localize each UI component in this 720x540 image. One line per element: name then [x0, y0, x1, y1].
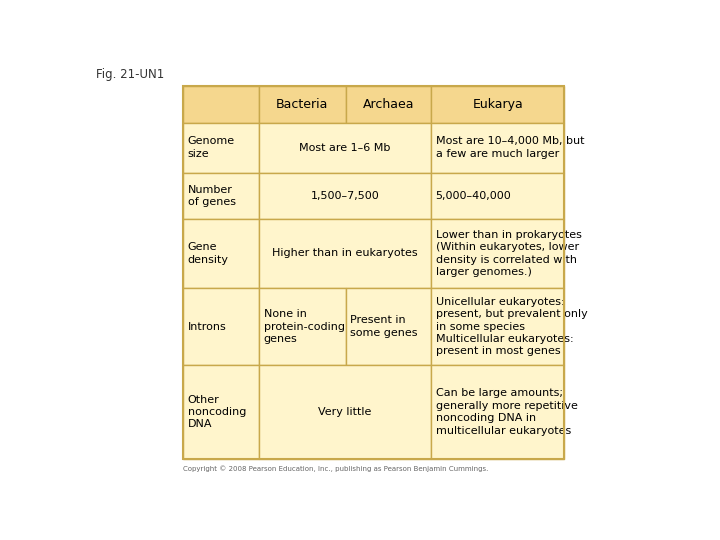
Bar: [183, 219, 259, 288]
Text: Lower than in prokaryotes
(Within eukaryotes, lower
density is correlated with
l: Lower than in prokaryotes (Within eukary…: [436, 230, 582, 277]
Bar: [431, 288, 564, 365]
Bar: [259, 86, 346, 123]
Text: Archaea: Archaea: [363, 98, 414, 111]
Bar: [346, 86, 431, 123]
Bar: [183, 365, 259, 459]
Bar: [431, 365, 564, 459]
Bar: [259, 123, 431, 173]
Text: Number
of genes: Number of genes: [188, 185, 235, 207]
Text: 1,500–7,500: 1,500–7,500: [310, 191, 379, 201]
Bar: [183, 86, 564, 459]
Bar: [183, 288, 259, 365]
Text: Other
noncoding
DNA: Other noncoding DNA: [188, 395, 246, 429]
Text: Higher than in eukaryotes: Higher than in eukaryotes: [272, 248, 418, 259]
Text: Present in
some genes: Present in some genes: [351, 315, 418, 338]
Text: Unicellular eukaryotes:
present, but prevalent only
in some species
Multicellula: Unicellular eukaryotes: present, but pre…: [436, 297, 588, 356]
Text: Can be large amounts;
generally more repetitive
noncoding DNA in
multicellular e: Can be large amounts; generally more rep…: [436, 388, 577, 436]
Text: Most are 10–4,000 Mb, but
a few are much larger: Most are 10–4,000 Mb, but a few are much…: [436, 137, 584, 159]
Bar: [259, 365, 431, 459]
Text: Genome
size: Genome size: [188, 137, 235, 159]
Bar: [431, 219, 564, 288]
Text: Introns: Introns: [188, 322, 226, 332]
Text: 5,000–40,000: 5,000–40,000: [436, 191, 511, 201]
Text: Most are 1–6 Mb: Most are 1–6 Mb: [300, 143, 391, 153]
Text: Eukarya: Eukarya: [472, 98, 523, 111]
Text: Bacteria: Bacteria: [276, 98, 328, 111]
Text: None in
protein-coding
genes: None in protein-coding genes: [264, 309, 345, 344]
Text: Fig. 21-UN1: Fig. 21-UN1: [96, 68, 164, 80]
Bar: [346, 288, 431, 365]
Bar: [183, 123, 259, 173]
Text: Gene
density: Gene density: [188, 242, 229, 265]
Bar: [431, 86, 564, 123]
Bar: [259, 219, 431, 288]
Bar: [259, 173, 431, 219]
Bar: [431, 123, 564, 173]
Bar: [183, 173, 259, 219]
Text: Very little: Very little: [318, 407, 372, 417]
Bar: [431, 173, 564, 219]
Bar: [183, 86, 259, 123]
Text: Copyright © 2008 Pearson Education, Inc., publishing as Pearson Benjamin Cumming: Copyright © 2008 Pearson Education, Inc.…: [183, 465, 488, 471]
Bar: [259, 288, 346, 365]
